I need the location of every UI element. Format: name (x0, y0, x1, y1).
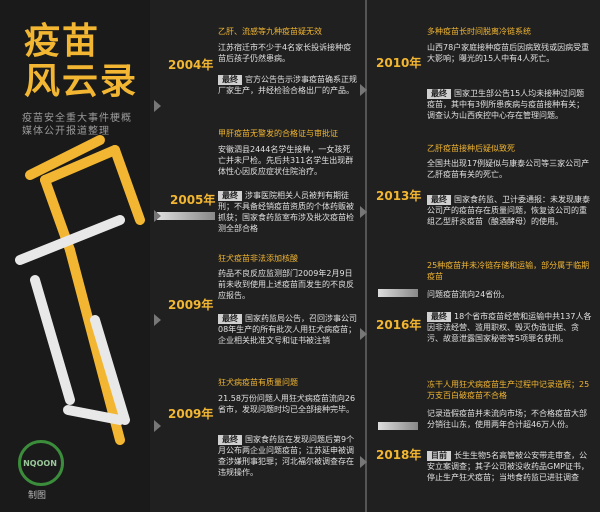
event-title: 25种疫苗并未冷链存储和运输，部分属于临期疫苗 (427, 261, 590, 281)
news-photo (378, 422, 418, 430)
arrow-icon (360, 206, 367, 218)
event-text: 21.58万份问题人用狂犬病疫苗流向26省市，发现问题时均已全部接种完毕。 (218, 394, 356, 414)
event-final: 最终 18个省市疫苗经营和运输中共137人各因非法经营、滥用职权、毁灭伪造证据、贪… (427, 311, 592, 344)
left-panel: 疫苗 风云录 疫苗安全重大事件梗概 媒体公开报道整理 NQOON 制图 (0, 0, 150, 512)
event-text: 安徽泗县2444名学生接种，一女孩死亡并未尸检。先后共311名学生出现群体性心因… (218, 145, 354, 176)
final-text: 国家卫生部公告15人均未接种过问题疫苗，其中有3例所患疾病与疫苗接种有关；调查认… (427, 89, 585, 120)
event-final: 最终 国家食药监在发现问题后第9个月公布两企业问题疫苗；江苏延申被调查涉嫌刑事犯罪… (218, 434, 358, 478)
current-badge: 目前 (427, 451, 451, 461)
logo-text: NQOON (23, 459, 57, 468)
event-text: 全国共出现17例疑似与康泰公司等三家公司产乙肝疫苗有关的死亡。 (427, 159, 590, 179)
final-text: 长生生物5名高管被公安带走审查，公安立案调查；其子公司被没收药品GMP证书，停止… (427, 451, 589, 482)
event-final: 最终 国家食药监、卫计委通报：未发现康泰公司产的疫苗存在质量问题，恢复该公司的重组… (427, 194, 592, 227)
year-label: 2004年 (168, 58, 214, 72)
year-label: 2009年 (168, 407, 214, 421)
event-text: 记录造假疫苗并未流向市场；不合格疫苗大部分销往山东，使用两年合计超46万人份。 (427, 409, 587, 429)
event-text: 问题疫苗流向24省份。 (427, 290, 510, 299)
title-line1: 疫苗 (24, 21, 101, 62)
event-final: 最终 涉事医院相关人员被判有期徒刑；不具备经销疫苗资质的个体药贩被抓获；国家食药监… (218, 190, 358, 234)
final-badge: 最终 (218, 314, 242, 324)
event-final: 最终 国家卫生部公告15人均未接种过问题疫苗，其中有3例所患疾病与疫苗接种有关；调… (427, 88, 592, 121)
event-final: 最终 官方公告告示涉事疫苗确系正规厂家生产，并经检验合格出厂的产品。 (218, 74, 358, 96)
final-text: 国家药监局公告，召回涉事公司08年生产的所有批次人用狂犬病疫苗；企业相关批准文号… (218, 314, 357, 345)
event-text: 山西78户家庭接种疫苗后因病致残或因病受重大影响；曝光的15人中有4人死亡。 (427, 43, 590, 63)
event-title: 乙肝疫苗接种后疑似致死 (427, 144, 515, 153)
syringe-icon (15, 135, 145, 445)
logo (18, 440, 64, 486)
arrow-icon (360, 84, 367, 96)
final-text: 国家食药监、卫计委通报：未发现康泰公司产的疫苗存在质量问题，恢复该公司的重组乙型… (427, 195, 590, 226)
news-photo (378, 289, 418, 297)
final-text: 国家食药监在发现问题后第9个月公布两企业问题疫苗；江苏延申被调查涉嫌刑事犯罪；河… (218, 435, 355, 477)
event-title: 狂犬病疫苗有质量问题 (218, 378, 298, 387)
arrow-icon (154, 420, 161, 432)
final-text: 官方公告告示涉事疫苗确系正规厂家生产，并经检验合格出厂的产品。 (218, 75, 357, 95)
arrow-icon (360, 328, 367, 340)
event-text: 药品不良反应监测部门2009年2月9日前未收到使用上述疫苗而发生的不良反应报告。 (218, 269, 354, 300)
event-title: 狂犬疫苗非法添加核酸 (218, 254, 298, 263)
main-title: 疫苗 风云录 (24, 22, 138, 102)
event-final: 目前 长生生物5名高管被公安带走审查，公安立案调查；其子公司被没收药品GMP证书，… (427, 450, 592, 483)
final-badge: 最终 (218, 191, 242, 201)
event-title: 多种疫苗长时间脱离冷链系统 (427, 27, 531, 36)
event-title: 冻干人用狂犬病疫苗生产过程中记录造假；25万支百白破疫苗不合格 (427, 380, 590, 400)
title-line2: 风云录 (24, 61, 139, 102)
year-label: 2018年 (376, 448, 422, 462)
final-badge: 最终 (427, 312, 451, 322)
event-title: 乙肝、流感等九种疫苗疑无效 (218, 27, 322, 36)
final-text: 涉事医院相关人员被判有期徒刑；不具备经销疫苗资质的个体药贩被抓获；国家食药监室布… (218, 191, 354, 233)
arrow-icon (360, 456, 367, 468)
subtitle: 疫苗安全重大事件梗概 媒体公开报道整理 (22, 113, 132, 137)
news-photo (157, 212, 215, 220)
timeline-divider (365, 0, 367, 512)
year-label: 2013年 (376, 189, 422, 203)
final-text: 18个省市疫苗经营和运输中共137人各因非法经营、滥用职权、毁灭伪造证据、贪污、… (427, 312, 592, 343)
final-badge: 最终 (218, 435, 242, 445)
event-title: 甲肝疫苗无警发的合格证与审批证 (218, 129, 338, 138)
event-final: 最终 国家药监局公告，召回涉事公司08年生产的所有批次人用狂犬病疫苗；企业相关批准… (218, 313, 358, 346)
final-badge: 最终 (218, 75, 242, 85)
credit: 制图 (28, 491, 47, 501)
arrow-icon (154, 210, 161, 222)
year-label: 2016年 (376, 318, 422, 332)
event-text: 江苏宿迁市不少于4名家长投诉接种疫苗后孩子仍然患病。 (218, 43, 352, 63)
final-badge: 最终 (427, 89, 451, 99)
year-label: 2005年 (170, 193, 216, 207)
arrow-icon (154, 100, 161, 112)
arrow-icon (154, 314, 161, 326)
year-label: 2009年 (168, 298, 214, 312)
year-label: 2010年 (376, 56, 422, 70)
final-badge: 最终 (427, 195, 451, 205)
